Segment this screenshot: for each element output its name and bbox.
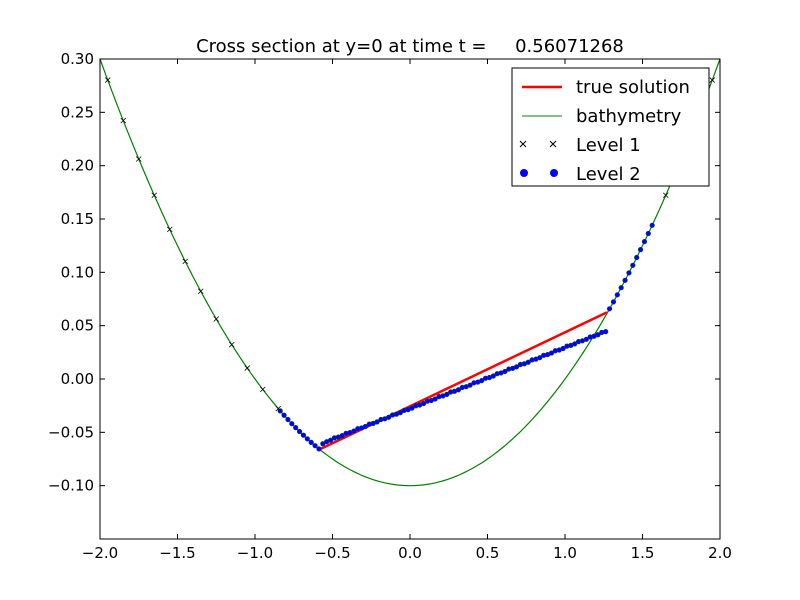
y-tick-label: 0.15 [61,210,94,228]
level-2-point [614,292,620,298]
level-2-point [351,428,357,434]
level-2-point [572,341,578,347]
x-tick-label: 0.5 [476,544,500,562]
level-1-point [662,192,669,199]
level-2-point [362,423,369,430]
x-tick-label: −1.0 [237,544,273,562]
y-tick-label: 0.30 [61,50,94,68]
level-2-point [289,421,295,427]
level-2-point [525,359,531,365]
level-2-point [293,425,299,431]
x-tick-label: −2.0 [82,544,118,562]
level-1-point [259,386,266,393]
y-tick-label: 0.25 [61,103,94,121]
x-tick-label: 0.0 [398,544,422,562]
level-2-point [560,345,566,352]
level-2-point [637,247,644,253]
legend: true solution bathymetry Level 1 Level 2 [511,67,710,187]
level-2-point [467,382,473,388]
level-1-point [151,192,158,199]
level-2-point [626,270,632,276]
level-2-point [610,299,617,305]
level-2-point [649,222,655,228]
legend-swatch-level-1 [519,140,557,148]
level-2-point [420,400,427,407]
legend-swatch-level-2 [520,169,558,177]
level-1-point [275,405,282,412]
y-tick-label: −0.10 [48,477,94,495]
level-1-point [709,77,716,83]
level-2-point [634,254,640,261]
level-2-point [312,443,318,449]
level-2-point [300,432,307,438]
level-2-point [618,285,624,291]
level-1-point [228,341,235,348]
legend-label-bathymetry: bathymetry [576,106,682,127]
level-2-point [455,387,462,393]
y-tick-label: 0.10 [61,263,94,281]
level-2-point [606,306,613,312]
y-tick-label: 0.05 [61,317,94,335]
y-tick-label: 0.20 [61,157,94,175]
level-2-point [296,428,303,435]
level-2-point [285,416,291,423]
chart-title: Cross section at y=0 at time t = 0.56071… [196,36,624,57]
level-1-point [135,156,142,162]
level-2-point [645,230,651,237]
level-1-point [104,77,111,83]
level-2-point [397,410,403,416]
level-2-point [308,439,314,445]
level-2-point [603,329,609,335]
level-2-point [281,412,287,418]
level-1-point [197,288,204,295]
x-tick-label: 2.0 [708,544,732,562]
level-2-point [444,391,450,397]
level-2-point [327,437,334,443]
level-2-point [304,436,310,442]
level-1-point [120,117,127,124]
level-2-point [409,405,415,411]
level-2-point [622,277,628,283]
x-tick-label: −0.5 [314,544,350,562]
level-2-point [513,364,520,370]
legend-label-level-1: Level 1 [576,135,641,156]
axis-ticks: −2.0 −1.5 −1.0 −0.5 0.0 0.5 1.0 1.5 2.0 −0.10 −0.0… [48,50,732,562]
level-2-point [490,373,496,379]
level-2-point [432,396,438,402]
level-2-point [537,355,543,361]
x-tick-label: 1.5 [631,544,655,562]
plot-area [100,59,720,487]
x-tick-label: 1.0 [553,544,577,562]
level-2-point [595,332,601,338]
legend-label-level-2: Level 2 [576,164,641,185]
level-2-point [316,446,322,452]
level-1-point [166,226,173,233]
level-1-point [244,365,251,371]
level-2-point [583,336,589,342]
level-2-point [641,239,648,245]
y-tick-label: 0.00 [61,370,94,388]
level-2-point [502,368,508,375]
level-1-point [213,316,220,322]
level-2-point [386,414,392,420]
y-tick-label: −0.05 [48,423,94,441]
x-tick-label: −1.5 [159,544,195,562]
level-1-point [182,258,189,265]
legend-label-true-solution: true solution [576,77,690,98]
level-2-point [548,350,555,356]
level-2-point [630,262,636,268]
level-2-point [374,419,380,425]
level-2-point [339,433,345,439]
level-2-point [479,378,485,384]
